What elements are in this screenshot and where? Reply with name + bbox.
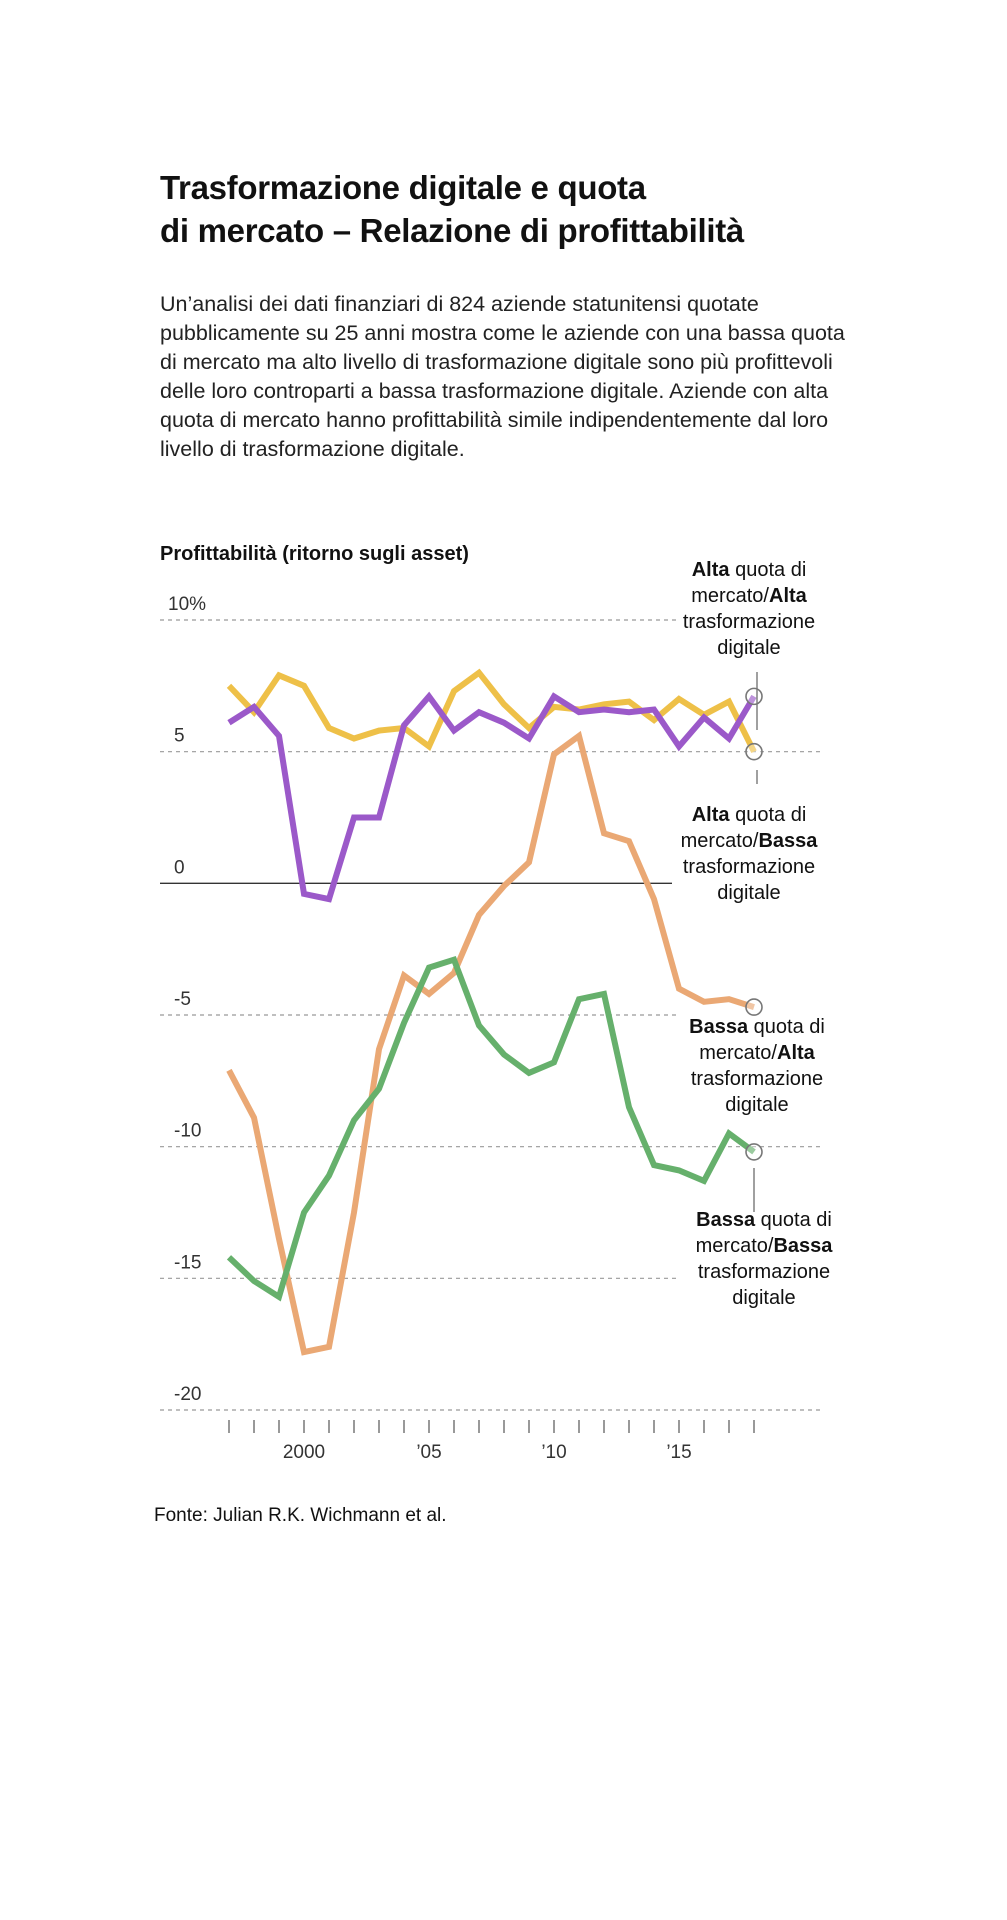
- series-line-1: [226, 668, 757, 754]
- series-label-2: Alta quota di mercato/Alta trasformazione d…: [683, 559, 815, 659]
- y-tick-labels: 10% 5 0 -5 -10 -15 -20: [168, 594, 206, 1405]
- source-note: Fonte: Julian R.K. Wichmann et al.: [154, 1505, 447, 1526]
- series-end-marker-2: [745, 687, 763, 706]
- x-tick-label: ’15: [666, 1442, 691, 1463]
- series-end-marker-1: [745, 742, 763, 761]
- series-end-marker-3: [745, 998, 763, 1016]
- y-tick-label: 5: [174, 726, 185, 747]
- x-tick-label: ’10: [541, 1442, 566, 1463]
- y-tick-label: -5: [174, 989, 191, 1010]
- y-tick-label: -15: [174, 1252, 201, 1273]
- series-lines: [226, 668, 763, 1356]
- x-axis: 2000 ’05 ’10 ’15: [228, 1420, 755, 1463]
- chart-title-line-1: Trasformazione digitale e quota: [160, 169, 646, 206]
- series-label-3: Bassa quota di mercato/Alta trasformazione…: [689, 1016, 825, 1116]
- chart-title-line-2: di mercato – Relazione di profittabilità: [160, 212, 744, 249]
- series-line-2: [227, 691, 757, 903]
- grid: [160, 619, 822, 1411]
- x-tick-label: ’05: [416, 1442, 441, 1463]
- chart-title: Trasformazione digitale e quota di merca…: [160, 166, 880, 252]
- series-line-3: [226, 730, 755, 1356]
- y-tick-label: -10: [174, 1121, 201, 1142]
- y-tick-label: -20: [174, 1384, 201, 1405]
- y-tick-label: 0: [174, 857, 185, 878]
- x-tick-label: 2000: [283, 1442, 325, 1463]
- series-end-marker-4: [745, 1143, 763, 1161]
- series-labels: Alta quota di mercato/Bassa trasformazione…: [681, 559, 834, 1309]
- series-label-1: Alta quota di mercato/Bassa trasformazione…: [681, 804, 819, 904]
- y-tick-label: 10%: [168, 594, 206, 615]
- series-label-4: Bassa quota di mercato/Bassa trasformazion…: [696, 1209, 834, 1309]
- y-axis-label: Profittabilità (ritorno sugli asset): [160, 543, 469, 565]
- series-line-4: [226, 955, 756, 1302]
- chart-subtitle: Un’analisi dei dati finanziari di 824 az…: [160, 292, 845, 461]
